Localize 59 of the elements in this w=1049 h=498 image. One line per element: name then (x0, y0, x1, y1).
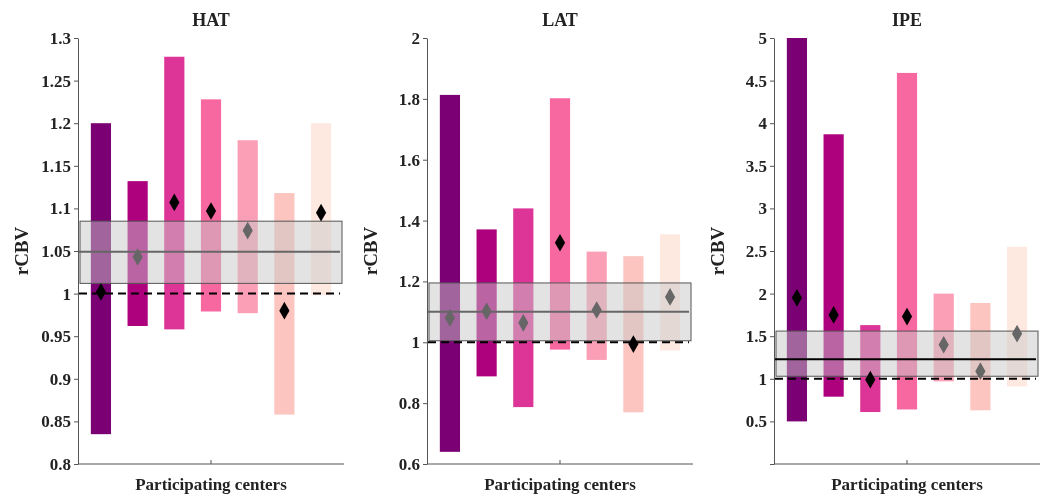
y-tick-label: 0.6 (398, 454, 420, 474)
bar (860, 325, 881, 413)
y-tick-label: 0.95 (41, 327, 71, 347)
bar (476, 229, 497, 377)
bar (896, 72, 918, 410)
bar (659, 234, 681, 351)
bar (200, 99, 222, 312)
chart-title: IPE (891, 10, 923, 30)
y-tick-label: 1.8 (398, 89, 420, 109)
y-tick-label: 1.2 (398, 272, 420, 292)
y-tick-label: 5 (758, 28, 767, 48)
y-tick-label: 1.1 (49, 199, 71, 219)
y-tick-label: 2 (411, 28, 420, 48)
y-tick-label: 4.5 (745, 71, 767, 91)
y-tick-label: 1.25 (41, 71, 71, 91)
y-axis-title: rCBV (11, 226, 32, 276)
bar (439, 94, 461, 452)
chart-title: HAT (192, 10, 230, 30)
y-tick-label: 1.5 (745, 327, 767, 347)
bar (623, 256, 644, 413)
y-tick-label: 0.85 (41, 412, 71, 432)
x-axis-title: Participating centers (135, 475, 288, 494)
bar (549, 98, 571, 350)
bar (90, 123, 112, 435)
bar (127, 181, 148, 326)
bar (274, 193, 295, 415)
y-tick-label: 3.5 (745, 156, 767, 176)
bar (237, 140, 258, 314)
y-tick-label: 1.4 (398, 211, 421, 231)
chart-title: LAT (542, 10, 578, 30)
y-tick-label: 0.8 (49, 454, 71, 474)
bar (586, 251, 607, 360)
y-tick-label: 2 (758, 284, 767, 304)
bar (970, 302, 991, 411)
y-tick-label: 0.8 (398, 394, 420, 414)
bar (513, 208, 534, 408)
y-tick-label: 0.5 (745, 412, 767, 432)
bar (164, 56, 185, 330)
y-tick-label: 1 (62, 284, 71, 304)
y-tick-label: 1.05 (41, 241, 71, 261)
y-tick-label: 1.15 (41, 156, 71, 176)
y-tick-label: 1.3 (49, 28, 71, 48)
y-axis-title: rCBV (360, 226, 381, 276)
y-tick-label: 4 (758, 114, 768, 134)
y-tick-label: 1.6 (398, 150, 420, 170)
y-axis-title: rCBV (707, 226, 728, 276)
bar (786, 38, 808, 422)
bar (933, 293, 954, 382)
y-tick-label: 0.9 (49, 369, 71, 389)
y-tick-label: 1 (758, 369, 767, 389)
x-axis-title: Participating centers (484, 475, 637, 494)
x-axis-title: Participating centers (831, 475, 984, 494)
y-tick-label: 1 (411, 333, 420, 353)
bar (310, 123, 332, 296)
y-tick-label: 3 (758, 199, 767, 219)
bar (823, 134, 844, 397)
bar (1006, 246, 1028, 387)
y-tick-label: 1.2 (49, 114, 71, 134)
y-tick-label: 2.5 (745, 241, 767, 261)
